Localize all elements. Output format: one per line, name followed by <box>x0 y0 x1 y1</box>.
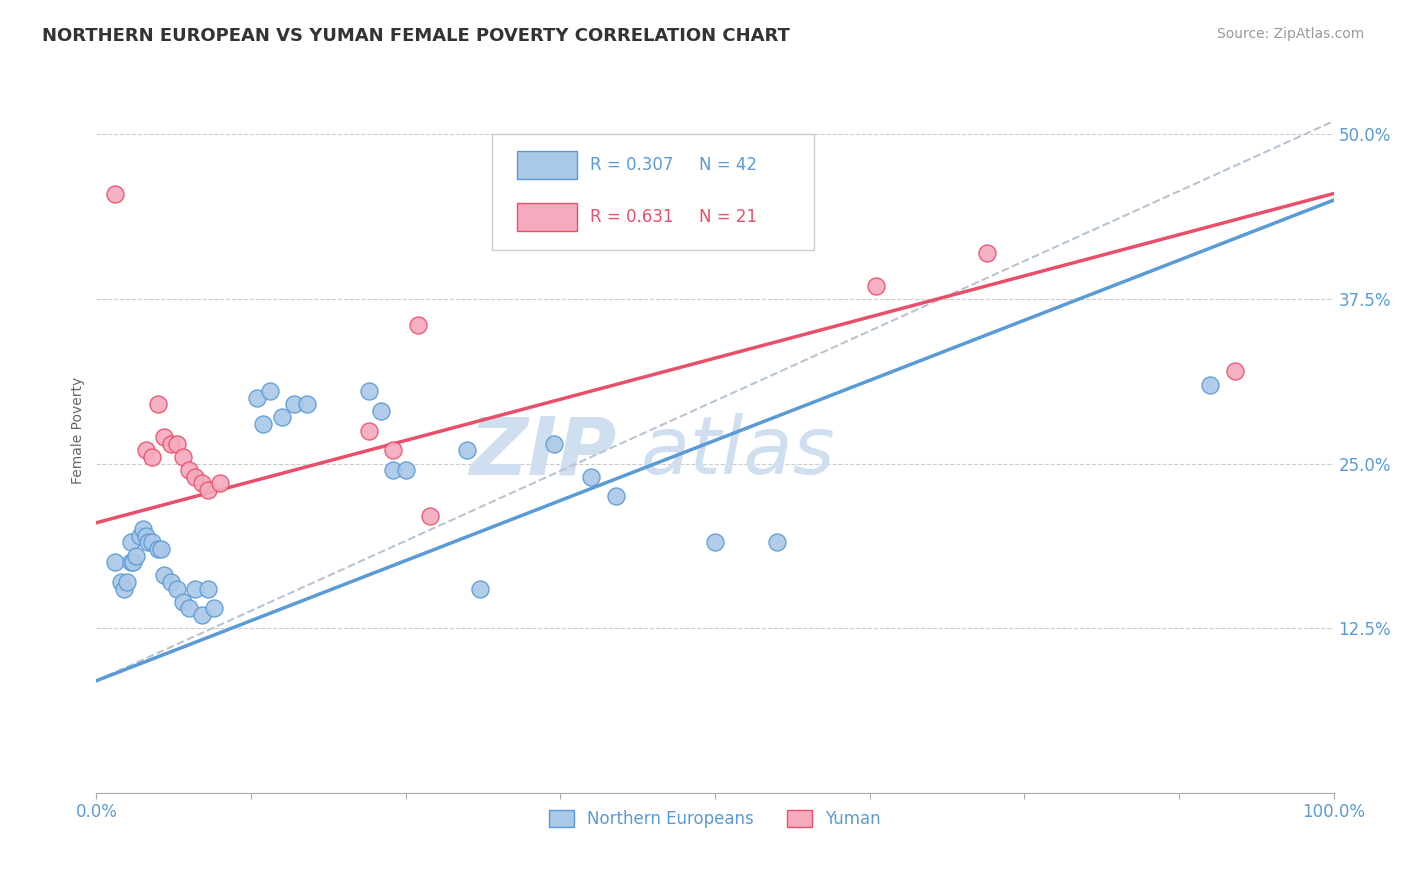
Text: ZIP: ZIP <box>468 413 616 491</box>
Point <box>179 601 201 615</box>
Point <box>148 542 170 557</box>
Point <box>172 595 194 609</box>
Point <box>406 318 429 333</box>
Point <box>259 384 281 398</box>
Point <box>202 601 225 615</box>
Point <box>703 535 725 549</box>
Point <box>357 424 380 438</box>
Point <box>295 397 318 411</box>
Point <box>141 535 163 549</box>
Point <box>457 443 479 458</box>
Point <box>184 469 207 483</box>
Point <box>159 436 181 450</box>
Point <box>370 404 392 418</box>
Point <box>122 555 145 569</box>
Point <box>125 549 148 563</box>
Point <box>209 476 232 491</box>
Point <box>197 582 219 596</box>
FancyBboxPatch shape <box>517 203 578 231</box>
Point <box>128 529 150 543</box>
Point <box>395 463 418 477</box>
Point <box>132 522 155 536</box>
Point <box>117 574 139 589</box>
Point <box>865 278 887 293</box>
FancyBboxPatch shape <box>492 134 814 250</box>
Point <box>135 443 157 458</box>
Point <box>153 568 176 582</box>
Text: N = 42: N = 42 <box>699 156 756 174</box>
Point <box>141 450 163 464</box>
Point <box>166 436 188 450</box>
Point <box>136 535 159 549</box>
Point <box>110 574 132 589</box>
Text: NORTHERN EUROPEAN VS YUMAN FEMALE POVERTY CORRELATION CHART: NORTHERN EUROPEAN VS YUMAN FEMALE POVERT… <box>42 27 790 45</box>
Point <box>283 397 305 411</box>
Point <box>120 555 142 569</box>
Point <box>112 582 135 596</box>
Point <box>246 391 269 405</box>
Point <box>153 430 176 444</box>
Point <box>135 529 157 543</box>
Legend: Northern Europeans, Yuman: Northern Europeans, Yuman <box>543 804 887 835</box>
Point <box>159 574 181 589</box>
Point <box>468 582 491 596</box>
Point <box>252 417 274 431</box>
Point <box>976 245 998 260</box>
Point <box>166 582 188 596</box>
Point <box>172 450 194 464</box>
Text: Source: ZipAtlas.com: Source: ZipAtlas.com <box>1216 27 1364 41</box>
Point <box>765 219 787 234</box>
Point <box>1198 377 1220 392</box>
Point <box>271 410 294 425</box>
FancyBboxPatch shape <box>517 152 578 178</box>
Point <box>543 436 565 450</box>
Point <box>190 607 212 622</box>
Text: R = 0.631: R = 0.631 <box>589 208 673 226</box>
Point <box>357 384 380 398</box>
Point <box>184 582 207 596</box>
Point <box>190 476 212 491</box>
Point <box>148 397 170 411</box>
Point <box>104 186 127 201</box>
Point <box>382 463 405 477</box>
Point <box>605 490 627 504</box>
Point <box>382 443 405 458</box>
Point <box>104 555 127 569</box>
Point <box>149 542 172 557</box>
Point <box>197 483 219 497</box>
Point <box>765 535 787 549</box>
Point <box>1223 364 1246 378</box>
Text: R = 0.307: R = 0.307 <box>589 156 673 174</box>
Y-axis label: Female Poverty: Female Poverty <box>72 377 86 484</box>
Point <box>419 509 441 524</box>
Point <box>120 535 142 549</box>
Point <box>179 463 201 477</box>
Text: N = 21: N = 21 <box>699 208 756 226</box>
Text: atlas: atlas <box>641 413 835 491</box>
Point <box>579 469 602 483</box>
